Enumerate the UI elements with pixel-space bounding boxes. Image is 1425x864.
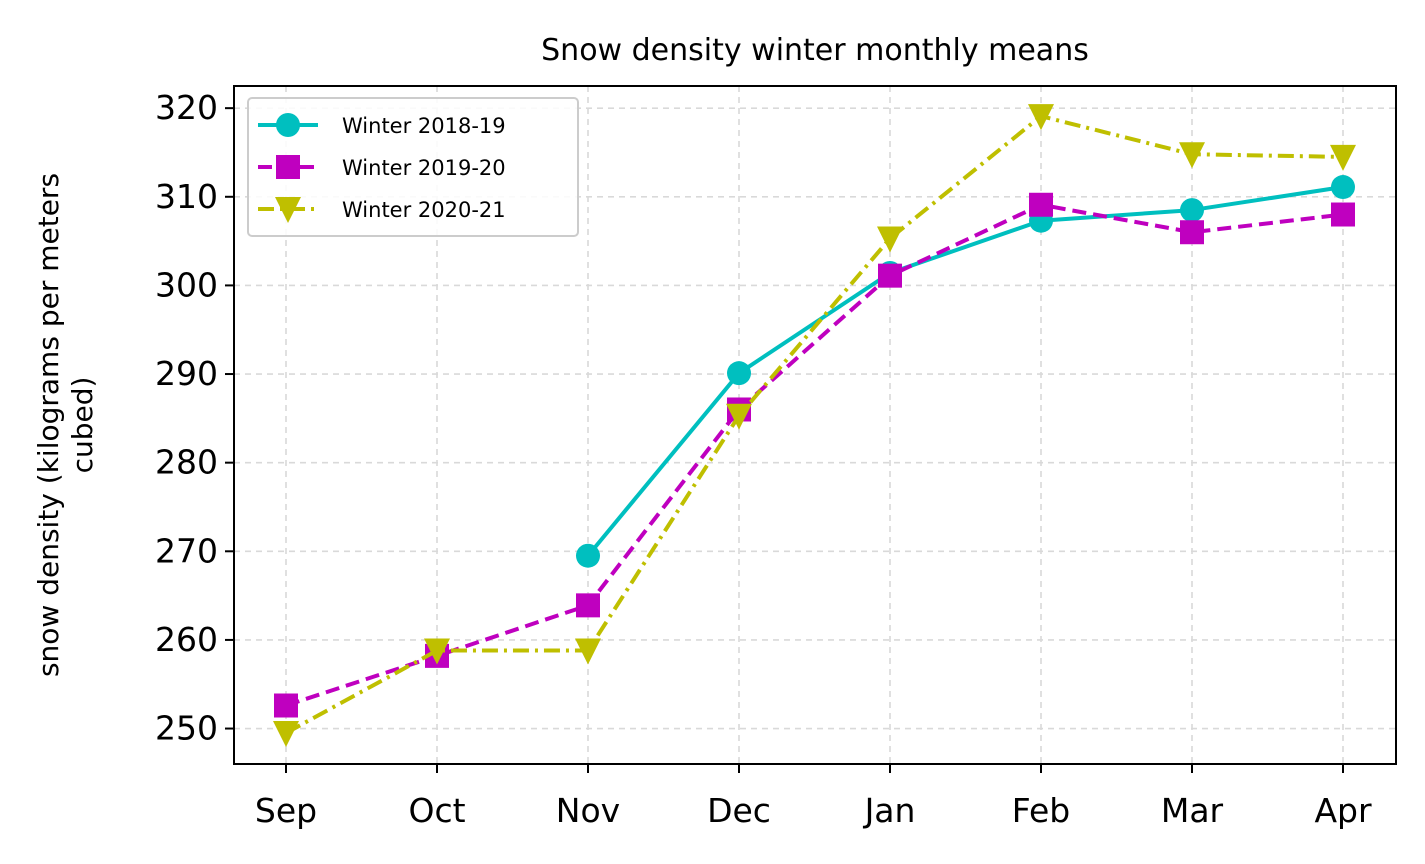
data-point — [273, 720, 299, 747]
legend: Winter 2018-19 Winter 2019-20 Winter 2020-… — [247, 97, 579, 237]
y-tick-label: 300 — [155, 265, 218, 304]
x-tick-label: Oct — [408, 791, 465, 830]
x-tick-label: Jan — [863, 791, 916, 830]
data-point — [1180, 220, 1204, 245]
x-tick-label: Mar — [1161, 791, 1224, 830]
y-tick-label: 320 — [155, 88, 218, 127]
y-tick-label: 260 — [155, 620, 218, 659]
data-point — [576, 543, 600, 568]
data-point — [726, 403, 752, 430]
data-point — [276, 113, 300, 137]
series-line — [285, 202, 1344, 708]
series-line — [285, 114, 1344, 735]
series-1 — [576, 175, 1355, 568]
data-point — [878, 263, 902, 288]
x-tick-label: Dec — [707, 791, 771, 830]
x-tick-label: Nov — [556, 791, 620, 830]
data-point — [1331, 202, 1355, 227]
legend-box — [247, 97, 579, 237]
data-point — [1180, 198, 1204, 223]
data-point — [727, 361, 751, 386]
y-tick-label: 250 — [155, 709, 218, 748]
y-axis-label-line: cubed) — [66, 377, 99, 474]
series-layer — [273, 104, 1356, 747]
data-point — [274, 693, 298, 718]
series-line — [586, 185, 1344, 558]
data-point — [575, 638, 601, 665]
chart-title: Snow density winter monthly means — [541, 33, 1089, 68]
data-point — [1179, 142, 1205, 169]
series-3 — [273, 104, 1356, 747]
data-point — [275, 197, 301, 223]
data-point — [576, 593, 600, 618]
x-tick-label: Sep — [255, 791, 317, 830]
data-point — [1331, 175, 1355, 200]
y-tick-label: 270 — [155, 531, 218, 570]
y-tick-label: 280 — [155, 443, 218, 482]
x-tick-label: Feb — [1012, 791, 1070, 830]
plot-frame — [233, 85, 1397, 765]
y-tick-label: 290 — [155, 354, 218, 393]
y-axis-label-line: snow density (kilograms per meters — [32, 173, 65, 677]
y-axis-label: snow density (kilograms per meters cubed) — [32, 173, 99, 677]
legend-label: Winter 2019-20 — [342, 156, 506, 180]
data-point — [1029, 192, 1053, 217]
legend-label: Winter 2018-19 — [342, 114, 506, 138]
data-point — [1028, 104, 1054, 131]
x-tick-label: Apr — [1314, 791, 1372, 830]
y-tick-label: 310 — [155, 177, 218, 216]
data-point — [276, 155, 300, 179]
data-point — [1330, 144, 1356, 171]
data-point — [424, 638, 450, 665]
data-point — [877, 226, 903, 253]
legend-label: Winter 2020-21 — [342, 198, 506, 222]
axes: 250 260 270 280 290 300 310 320 Sep Oct Nov Dec Jan F… — [155, 88, 1372, 830]
